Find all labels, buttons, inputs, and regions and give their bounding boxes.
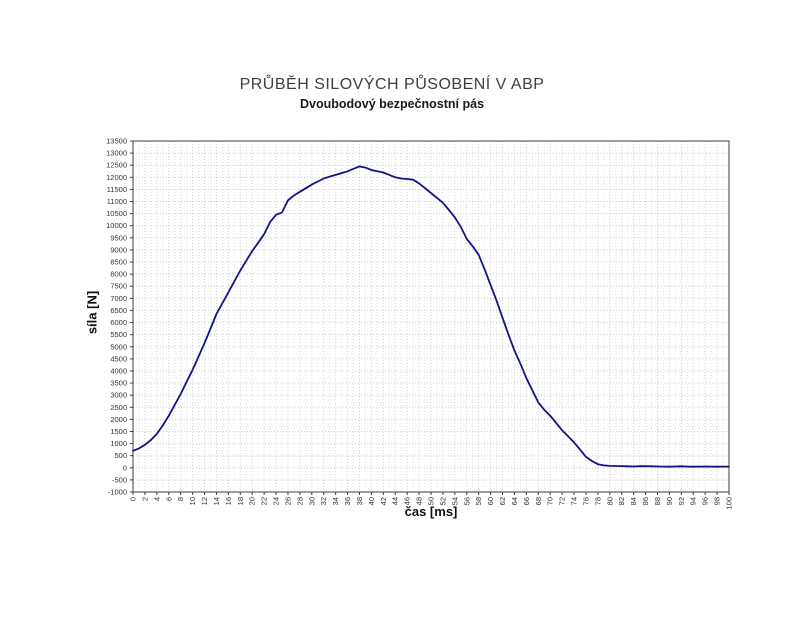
x-tick-label: 66 bbox=[522, 497, 531, 505]
y-tick-label: 3500 bbox=[110, 379, 127, 388]
x-tick-label: 36 bbox=[343, 497, 352, 505]
y-tick-label: 9000 bbox=[110, 245, 127, 254]
x-tick-label: 60 bbox=[486, 497, 495, 505]
x-tick-label: 42 bbox=[379, 497, 388, 505]
x-tick-label: 84 bbox=[629, 497, 638, 505]
x-tick-label: 68 bbox=[534, 497, 543, 505]
x-tick-labels: 0 2 4 6 8 10 12 14 16 18 20 22 24 26 28 30 32 34 36 38 40 42 4… bbox=[129, 497, 734, 510]
x-tick-label: 8 bbox=[176, 497, 185, 501]
x-tick-label: 28 bbox=[295, 497, 304, 505]
x-tick-label: 76 bbox=[581, 497, 590, 505]
x-tick-label: 44 bbox=[391, 497, 400, 505]
axis-ticks bbox=[130, 140, 730, 495]
y-tick-label: 13500 bbox=[106, 137, 127, 146]
y-tick-label: 5500 bbox=[110, 330, 127, 339]
x-tick-label: 10 bbox=[188, 497, 197, 505]
x-tick-label: 98 bbox=[713, 497, 722, 505]
x-tick-label: 90 bbox=[665, 497, 674, 505]
x-tick-label: 34 bbox=[331, 497, 340, 505]
y-tick-label: 4000 bbox=[110, 366, 127, 375]
y-tick-label: 6500 bbox=[110, 306, 127, 315]
x-tick-label: 22 bbox=[260, 497, 269, 505]
x-tick-label: 56 bbox=[462, 497, 471, 505]
x-tick-label: 88 bbox=[653, 497, 662, 505]
x-tick-label: 80 bbox=[605, 497, 614, 505]
y-tick-label: 12500 bbox=[106, 161, 127, 170]
y-tick-label: 0 bbox=[123, 463, 127, 472]
x-tick-label: 86 bbox=[641, 497, 650, 505]
y-tick-label: -1000 bbox=[108, 488, 127, 497]
x-tick-label: 6 bbox=[164, 497, 173, 501]
x-tick-label: 52 bbox=[438, 497, 447, 505]
y-tick-label: 1000 bbox=[110, 439, 127, 448]
y-tick-label: 11000 bbox=[107, 197, 127, 206]
x-tick-label: 78 bbox=[593, 497, 602, 505]
x-tick-label: 64 bbox=[510, 497, 519, 505]
y-tick-label: 10500 bbox=[106, 209, 127, 218]
x-tick-label: 94 bbox=[689, 497, 698, 505]
y-tick-label: 2500 bbox=[110, 403, 127, 412]
y-tick-label: 4500 bbox=[110, 354, 127, 363]
x-tick-label: 24 bbox=[272, 497, 281, 505]
x-tick-label: 82 bbox=[617, 497, 626, 505]
y-tick-label: 7000 bbox=[110, 294, 127, 303]
x-tick-label: 2 bbox=[140, 497, 149, 501]
y-tick-label: 12000 bbox=[106, 173, 127, 182]
x-tick-label: 72 bbox=[558, 497, 567, 505]
y-tick-label: 11500 bbox=[107, 185, 127, 194]
y-tick-label: 3000 bbox=[110, 391, 127, 400]
y-tick-label: 7500 bbox=[110, 282, 127, 291]
x-tick-label: 40 bbox=[367, 497, 376, 505]
x-tick-label: 100 bbox=[725, 497, 734, 510]
x-tick-label: 20 bbox=[248, 497, 257, 505]
x-tick-label: 38 bbox=[355, 497, 364, 505]
y-tick-label: 8500 bbox=[110, 258, 127, 267]
x-tick-label: 32 bbox=[319, 497, 328, 505]
chart-title: PRŮBĚH SILOVÝCH PŮSOBENÍ V ABP bbox=[239, 76, 545, 93]
x-tick-label: 46 bbox=[403, 497, 412, 505]
x-tick-label: 30 bbox=[307, 497, 316, 505]
y-tick-label: 2000 bbox=[110, 415, 127, 424]
x-tick-label: 16 bbox=[224, 497, 233, 505]
x-tick-label: 74 bbox=[570, 497, 579, 505]
x-tick-label: 50 bbox=[427, 497, 436, 505]
x-tick-label: 26 bbox=[283, 497, 292, 505]
y-tick-label: 9500 bbox=[110, 233, 127, 242]
x-tick-label: 54 bbox=[450, 497, 459, 505]
x-tick-label: 58 bbox=[474, 497, 483, 505]
grid-major bbox=[133, 141, 729, 492]
x-tick-label: 62 bbox=[498, 497, 507, 505]
y-tick-labels: -1000 -500 0 500 1000 1500 2000 2500 3000 3500 400… bbox=[106, 137, 127, 497]
x-tick-label: 0 bbox=[129, 497, 138, 501]
y-tick-label: 5000 bbox=[110, 342, 127, 351]
x-tick-label: 12 bbox=[200, 497, 209, 505]
y-tick-label: 1500 bbox=[110, 427, 127, 436]
y-tick-label: 500 bbox=[114, 451, 127, 460]
y-tick-label: -500 bbox=[112, 475, 127, 484]
force-curve bbox=[132, 165, 730, 468]
x-tick-label: 70 bbox=[546, 497, 555, 505]
y-tick-label: 13000 bbox=[106, 149, 127, 158]
x-tick-label: 48 bbox=[415, 497, 424, 505]
chart-subtitle: Dvoubodový bezpečnostní pás bbox=[299, 97, 485, 111]
y-tick-label: 6000 bbox=[110, 318, 127, 327]
y-tick-label: 8000 bbox=[110, 270, 127, 279]
x-axis-title: čas [ms] bbox=[404, 504, 458, 519]
x-tick-label: 18 bbox=[236, 497, 245, 505]
x-tick-label: 4 bbox=[152, 497, 161, 501]
x-tick-label: 92 bbox=[677, 497, 686, 505]
y-tick-label: 10000 bbox=[106, 221, 127, 230]
x-tick-label: 14 bbox=[212, 497, 221, 505]
x-tick-label: 96 bbox=[701, 497, 710, 505]
